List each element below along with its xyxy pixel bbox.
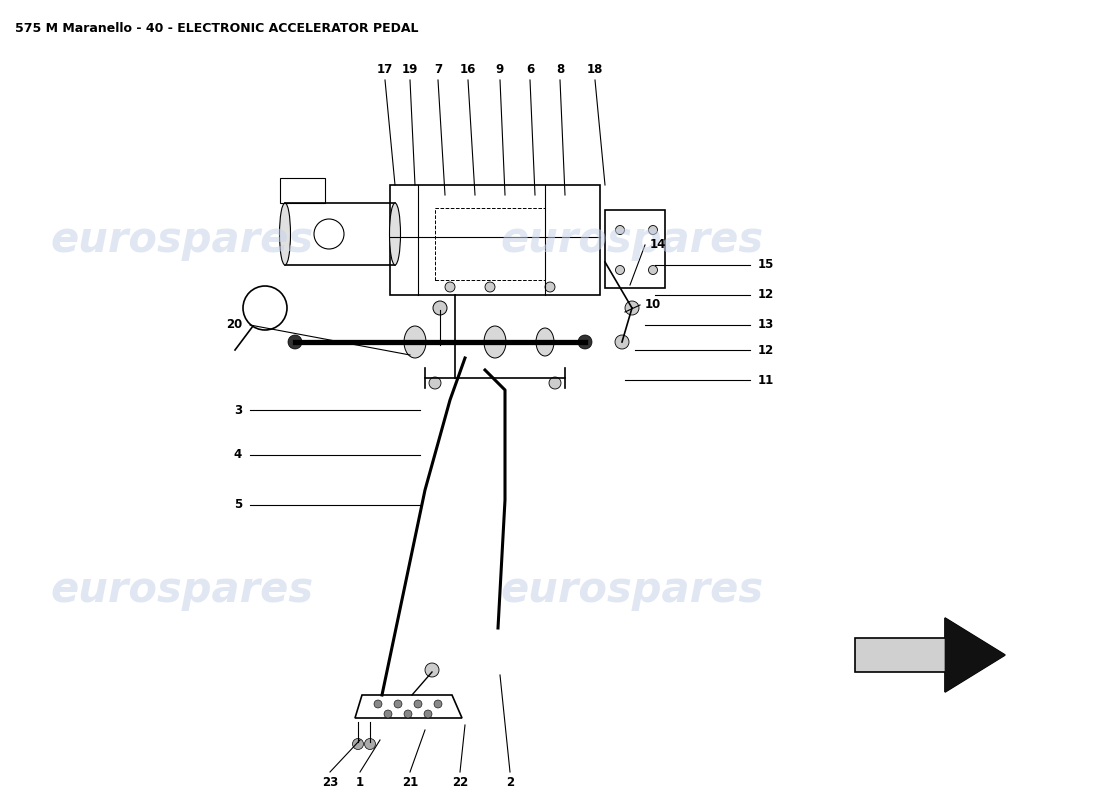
Bar <box>285 203 395 265</box>
Circle shape <box>616 226 625 234</box>
Circle shape <box>425 663 439 677</box>
Text: 16: 16 <box>460 63 476 76</box>
Text: 11: 11 <box>758 374 774 386</box>
Circle shape <box>625 301 639 315</box>
Circle shape <box>485 282 495 292</box>
Text: 5: 5 <box>233 498 242 511</box>
Text: 4: 4 <box>233 449 242 462</box>
Text: 575 M Maranello - 40 - ELECTRONIC ACCELERATOR PEDAL: 575 M Maranello - 40 - ELECTRONIC ACCELE… <box>15 22 418 35</box>
Circle shape <box>414 700 422 708</box>
Text: 23: 23 <box>322 776 338 789</box>
Text: eurospares: eurospares <box>50 569 314 611</box>
Text: eurospares: eurospares <box>500 569 763 611</box>
Circle shape <box>374 700 382 708</box>
Bar <box>280 178 324 203</box>
Circle shape <box>429 377 441 389</box>
Text: 21: 21 <box>402 776 418 789</box>
Circle shape <box>424 710 432 718</box>
Text: 20: 20 <box>226 318 242 331</box>
Circle shape <box>446 282 455 292</box>
Text: 1: 1 <box>356 776 364 789</box>
Circle shape <box>433 301 447 315</box>
Circle shape <box>394 700 402 708</box>
Text: 9: 9 <box>496 63 504 76</box>
Circle shape <box>649 266 658 274</box>
Text: 12: 12 <box>758 343 774 357</box>
Text: 7: 7 <box>433 63 442 76</box>
Text: 2: 2 <box>506 776 514 789</box>
Ellipse shape <box>404 326 426 358</box>
Text: 12: 12 <box>758 289 774 302</box>
Circle shape <box>352 738 363 750</box>
Ellipse shape <box>389 203 400 265</box>
Text: eurospares: eurospares <box>500 219 763 261</box>
Circle shape <box>434 700 442 708</box>
Circle shape <box>544 282 556 292</box>
Circle shape <box>288 335 302 349</box>
Polygon shape <box>855 618 1005 692</box>
Polygon shape <box>945 618 1005 692</box>
Bar <box>390 185 600 295</box>
Circle shape <box>404 710 412 718</box>
Text: 10: 10 <box>645 298 661 311</box>
Text: 17: 17 <box>377 63 393 76</box>
Circle shape <box>615 335 629 349</box>
Text: 13: 13 <box>758 318 774 331</box>
Circle shape <box>578 335 592 349</box>
Circle shape <box>549 377 561 389</box>
Ellipse shape <box>484 326 506 358</box>
Bar <box>434 208 544 280</box>
Circle shape <box>616 266 625 274</box>
Text: 19: 19 <box>402 63 418 76</box>
Text: eurospares: eurospares <box>50 219 314 261</box>
Circle shape <box>364 738 375 750</box>
Text: 15: 15 <box>758 258 774 271</box>
Text: 18: 18 <box>586 63 603 76</box>
Bar <box>605 210 665 288</box>
Text: 3: 3 <box>234 403 242 417</box>
Text: 6: 6 <box>526 63 535 76</box>
Circle shape <box>384 710 392 718</box>
Text: 22: 22 <box>452 776 469 789</box>
Circle shape <box>649 226 658 234</box>
Text: 8: 8 <box>556 63 564 76</box>
Text: 14: 14 <box>650 238 667 251</box>
Ellipse shape <box>279 203 290 265</box>
Ellipse shape <box>536 328 554 356</box>
